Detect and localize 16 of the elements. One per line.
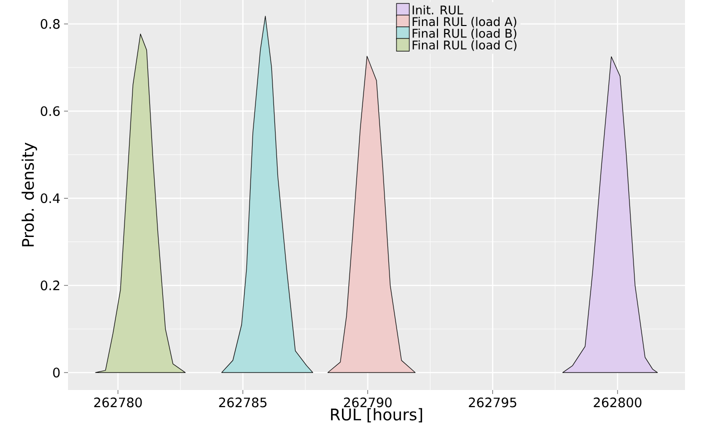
y-tick-label: 0.6 — [40, 106, 60, 116]
y-axis-title: Prob. density — [22, 142, 38, 246]
x-tick-label: 262800 — [594, 398, 642, 408]
x-tick-label: 262790 — [344, 398, 392, 408]
y-tick-label: 0.8 — [40, 19, 60, 29]
y-tick-label: 0.4 — [40, 193, 60, 204]
y-tick-label: 0.2 — [40, 280, 60, 290]
x-tick-label: 262795 — [468, 398, 516, 408]
x-tick-label: 262785 — [219, 398, 266, 408]
x-tick-label: 262780 — [94, 398, 142, 408]
legend-label: Init. RUL — [412, 5, 464, 14]
x-axis-title: RUL [hours] — [331, 408, 422, 422]
legend-label: Final RUL (load C) — [412, 40, 516, 51]
legend-label: Final RUL (load A) — [412, 16, 516, 28]
legend-label: Final RUL (load B) — [412, 28, 516, 40]
y-tick-label: 0 — [53, 368, 60, 378]
